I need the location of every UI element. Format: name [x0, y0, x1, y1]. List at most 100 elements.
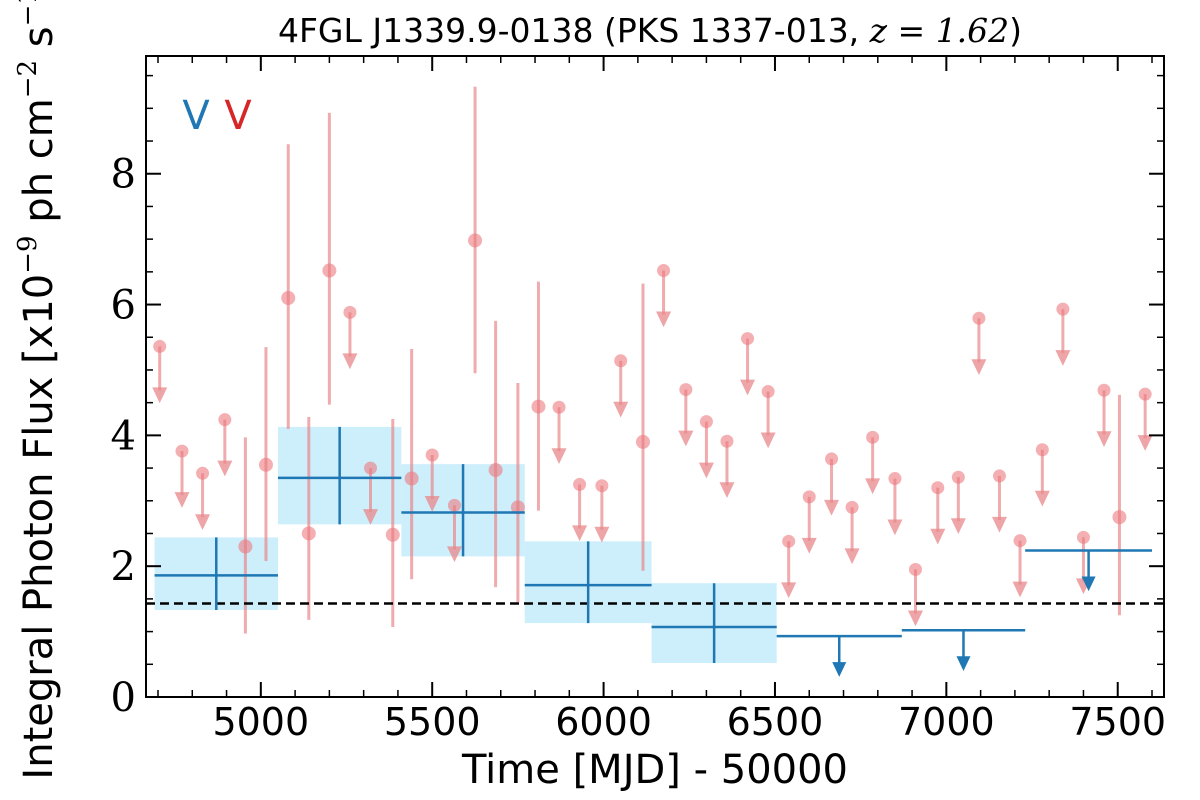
short-bin-limit-arrowhead [613, 401, 629, 418]
short-bin-upper-limit-28 [971, 311, 987, 376]
short-bin-limit-point [196, 466, 210, 480]
short-bin-detection-13 [1112, 394, 1127, 616]
short-bin-point [404, 471, 419, 486]
short-bin-detection-9 [488, 320, 503, 588]
short-bin-detection-12 [636, 283, 651, 571]
short-bin-upper-limit-34 [1096, 383, 1112, 447]
short-bin-limit-point [153, 339, 167, 353]
short-bin-limit-point [866, 430, 880, 444]
y-label-cm: ph cm [16, 98, 62, 235]
short-bin-limit-point [425, 448, 439, 462]
x-tick-label: 7000 [898, 700, 995, 744]
short-bin-limit-arrowhead [760, 432, 776, 449]
short-bin-detection-11 [531, 281, 546, 511]
short-bin-detection-8 [468, 86, 483, 374]
short-bin-upper-limit-21 [824, 452, 840, 516]
chart-title-redshift: z = 1.62 [869, 11, 1010, 50]
short-bin-limit-point [614, 354, 628, 368]
short-bin-limit-arrowhead [991, 516, 1007, 533]
y-label-exp-3: −1 [13, 0, 43, 26]
long-bin-2 [277, 426, 402, 525]
x-tick-label: 6000 [555, 700, 652, 744]
short-bin-limit-arrowhead [594, 526, 610, 543]
short-bin-upper-limit-5 [363, 461, 379, 525]
short-bin-limit-point [364, 461, 378, 475]
short-bin-limit-point [782, 534, 796, 548]
chart-title: 4FGL J1339.9-0138 (PKS 1337-013, z = 1.6… [278, 11, 1022, 50]
short-bin-limit-point [699, 415, 713, 429]
axis-tick-labels: 5000 5500 6000 6500 7000 7500 0 2 4 6 8 [111, 152, 1167, 744]
axis-ticks [146, 56, 1164, 698]
short-bin-upper-limit-20 [801, 490, 817, 554]
short-bin-limit-arrowhead [801, 537, 817, 554]
short-bin-limit-arrowhead [719, 482, 735, 499]
short-bin-upper-limit-18 [760, 385, 776, 449]
short-bin-upper-limit-2 [174, 444, 190, 508]
y-label-exp-2: −2 [13, 60, 43, 98]
short-bin-limit-arrowhead [740, 379, 756, 396]
short-bin-limit-arrowhead [907, 610, 923, 627]
short-bin-upper-limit-3 [195, 466, 211, 531]
y-tick-label: 8 [111, 152, 136, 198]
short-bin-limit-arrowhead [174, 492, 190, 508]
chart-title-text: 4FGL J1339.9-0138 (PKS 1337-013, [278, 11, 870, 50]
short-bin-limit-arrowhead [656, 311, 672, 328]
short-bin-detection-7 [404, 349, 419, 580]
short-bin-upper-limit-33 [1075, 530, 1091, 595]
short-bin-limit-arrowhead [781, 582, 797, 599]
short-bin-point [301, 526, 316, 541]
x-tick-label: 5500 [384, 700, 481, 744]
chart-title-close: ) [1009, 11, 1022, 50]
x-tick-label: 5000 [212, 700, 309, 744]
short-bin-point [281, 291, 296, 306]
short-bin-upper-limit-12 [613, 354, 629, 418]
short-bin-limit-point [825, 452, 839, 466]
short-bin-point [636, 434, 651, 449]
short-bin-upper-limit-9 [551, 400, 567, 464]
short-bin-detection-10 [510, 383, 525, 603]
short-bin-limit-point [845, 500, 859, 514]
short-bin-limit-arrowhead [424, 495, 440, 512]
short-bin-upper-limit-31 [1034, 443, 1050, 507]
short-bin-limit-point [573, 477, 587, 491]
long-bin-series [154, 426, 1153, 677]
short-bin-upper-limit-19 [781, 534, 797, 599]
short-bin-upper-limit-25 [907, 562, 923, 627]
short-bin-upper-limit-11 [594, 479, 610, 543]
short-bin-limit-arrowhead [446, 546, 462, 563]
short-bin-limit-point [175, 444, 189, 458]
short-bin-point [531, 399, 546, 414]
short-bin-limit-arrowhead [195, 514, 211, 531]
x-tick-label: 6500 [727, 700, 824, 744]
long-bin-8 [1025, 549, 1153, 592]
short-bin-upper-limit-10 [572, 477, 588, 542]
short-bin-upper-limit-22 [844, 500, 860, 565]
short-bin-limit-arrowhead [844, 548, 860, 565]
short-bin-limit-arrowhead [887, 519, 903, 536]
long-bin-limit-arrowhead [956, 656, 971, 671]
short-bin-point [510, 500, 525, 515]
short-bin-limit-arrowhead [971, 359, 987, 376]
short-bin-limit-arrowhead [930, 528, 946, 545]
short-bin-point [385, 527, 400, 542]
short-bin-upper-limit-32 [1055, 302, 1071, 366]
short-bin-limit-point [1097, 383, 1111, 397]
short-bin-limit-arrowhead [152, 387, 168, 404]
short-bin-limit-arrowhead [342, 353, 358, 370]
short-bin-upper-limit-23 [865, 430, 881, 495]
short-bin-limit-point [888, 472, 902, 486]
y-tick-label: 6 [111, 283, 136, 329]
short-bin-upper-limit-1 [152, 339, 168, 404]
short-bin-detection-2 [258, 347, 273, 561]
short-bin-limit-point [343, 305, 357, 319]
legend-marker-2: V [224, 93, 252, 139]
short-bin-limit-point [951, 470, 965, 484]
plot-area [146, 86, 1164, 677]
y-tick-label: 0 [111, 675, 136, 721]
short-bin-limit-arrowhead [678, 430, 694, 447]
long-bin-6 [776, 634, 902, 677]
short-bin-limit-arrowhead [363, 509, 379, 525]
short-bin-limit-arrowhead [1034, 490, 1050, 507]
long-bin-1 [154, 537, 278, 611]
